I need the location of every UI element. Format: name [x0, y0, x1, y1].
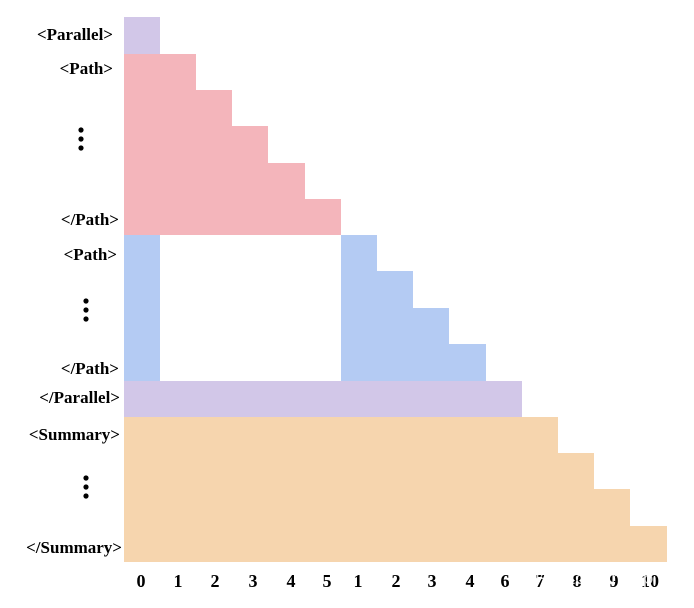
parallel-close-block	[124, 381, 522, 417]
x-tick: 10	[641, 571, 659, 591]
label-summary-close: </Summary>	[26, 538, 122, 557]
path1-block	[124, 54, 341, 235]
label-summary-open: <Summary>	[29, 425, 120, 444]
x-tick: 4	[466, 571, 475, 591]
summary-block	[124, 417, 667, 562]
label-parallel-open: <Parallel>	[37, 25, 113, 44]
label-path1-open: <Path>	[60, 59, 113, 78]
path2-block	[341, 235, 486, 381]
watermark: 知乎 @tomsheep	[512, 569, 653, 589]
x-tick: 8	[573, 571, 582, 591]
label-path1-close: </Path>	[61, 210, 119, 229]
x-tick: 3	[249, 571, 258, 591]
x-tick: 9	[610, 571, 619, 591]
x-tick: 6	[501, 571, 510, 591]
x-tick: 1	[174, 571, 183, 591]
x-tick: 3	[428, 571, 437, 591]
label-path2-close: </Path>	[61, 359, 119, 378]
x-tick: 1	[354, 571, 363, 591]
x-tick: 4	[287, 571, 296, 591]
ellipsis-summary	[83, 475, 89, 499]
label-parallel-close: </Parallel>	[39, 388, 120, 407]
x-tick: 5	[323, 571, 332, 591]
ellipsis-path1	[78, 127, 84, 151]
row-labels: <Parallel> <Path> </Path> <Path> </Path>…	[26, 25, 122, 557]
x-tick: 2	[392, 571, 401, 591]
ellipsis-path2	[83, 298, 89, 322]
x-tick: 2	[211, 571, 220, 591]
parallel-open-block	[124, 17, 160, 54]
label-path2-open: <Path>	[64, 245, 117, 264]
x-tick: 7	[536, 571, 545, 591]
path2-prefix-block	[124, 235, 160, 381]
x-tick-labels: 0 1 2 3 4 5 1 2 3 4 6 7 8 9 10	[137, 571, 660, 591]
mask-blocks	[124, 17, 667, 562]
x-tick: 0	[137, 571, 146, 591]
